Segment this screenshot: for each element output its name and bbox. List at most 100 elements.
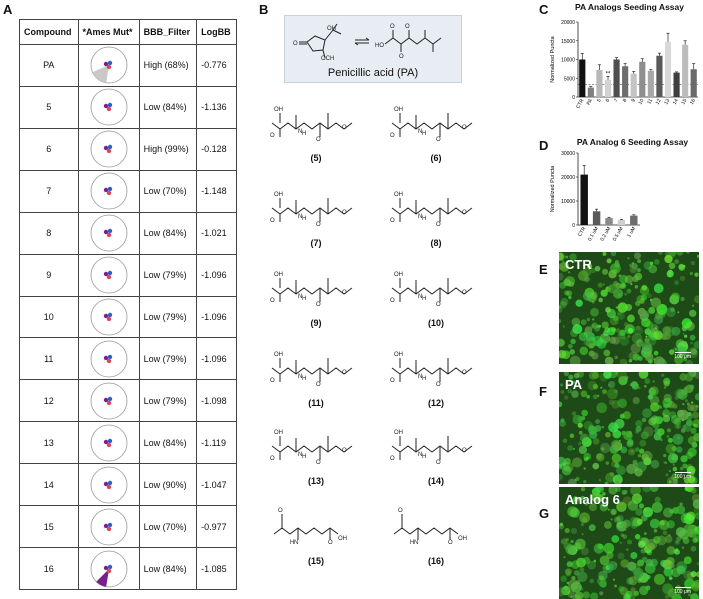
speckle (670, 292, 680, 302)
bar (622, 66, 629, 97)
atom-label: O (462, 210, 467, 216)
speckle (619, 329, 626, 337)
speckle (571, 390, 579, 398)
speckle (598, 478, 602, 482)
bar (664, 41, 672, 97)
speckle (559, 522, 564, 527)
y-tick-label: 20000 (561, 175, 575, 181)
pie-center-marker (107, 228, 112, 234)
speckle (688, 593, 691, 597)
speckle (656, 535, 667, 546)
speckle (682, 477, 686, 480)
speckle (587, 263, 593, 269)
speckle (627, 257, 630, 260)
speckle (616, 501, 627, 513)
speckle (667, 452, 679, 464)
speckle (685, 464, 693, 471)
speckle (619, 413, 625, 419)
micrograph-ctr: CTR 100 μm (559, 252, 699, 364)
speckle (644, 378, 651, 384)
speckle (569, 349, 575, 355)
speckle (573, 499, 577, 502)
speckle (580, 319, 587, 326)
speckle (653, 529, 658, 533)
speckle (567, 271, 571, 274)
error-bar (675, 71, 679, 73)
scale-bar-ctr: 100 μm (674, 351, 691, 360)
speckle (643, 532, 647, 536)
atom-label: O (462, 448, 467, 454)
table-row: 16 Low (84%) -1.085 (19, 547, 237, 590)
speckle (610, 263, 621, 274)
atom-label: OH (338, 536, 347, 542)
chart-c: Normalized Puncta 0 5000 10000 15000 20000 CTR… (550, 20, 698, 110)
speckle (669, 411, 677, 419)
compound-label: (9) (310, 318, 322, 328)
speckle (583, 276, 590, 283)
x-tick-label: 8 (622, 98, 629, 104)
x-tick-label: 9 (630, 98, 637, 104)
speckle (694, 272, 699, 277)
x-tick-label: 12 (655, 98, 663, 106)
speckle (590, 267, 596, 274)
speckle (676, 446, 683, 453)
speckle (573, 372, 580, 379)
speckle (683, 357, 688, 362)
speckle (576, 557, 586, 568)
speckle (680, 296, 685, 302)
logbb-cell: -1.098 (196, 379, 237, 423)
speckle (644, 563, 656, 574)
pie-center-marker (107, 396, 112, 402)
speckle (629, 265, 638, 274)
atom-label: O (278, 508, 283, 514)
svg-text:OH: OH (327, 26, 336, 32)
pie-center-marker (106, 526, 111, 531)
atom-label: OH (394, 192, 403, 198)
speckle (694, 512, 699, 520)
speckle (667, 269, 673, 275)
atom-label: N (298, 294, 302, 300)
error-bar (632, 71, 636, 74)
pie-center-marker (107, 61, 112, 66)
compound-label: (8) (430, 238, 442, 248)
bbb-filter-cell: Low (84%) (138, 85, 198, 129)
ames-pie-chart (90, 214, 127, 252)
fluorescence-texture (559, 487, 699, 599)
atom-label: H (302, 376, 306, 382)
atom-label: O (316, 137, 321, 143)
error-bar (632, 214, 636, 216)
speckle (634, 272, 643, 281)
speckle (571, 575, 576, 581)
atom-label: O (448, 540, 453, 546)
speckle (630, 487, 641, 496)
speckle (626, 463, 637, 475)
atom-label: H (422, 376, 426, 382)
speckle (661, 373, 665, 377)
speckle (601, 268, 609, 275)
speckle (634, 252, 641, 260)
speckle (638, 503, 645, 509)
speckle (682, 463, 688, 469)
atom-label: H (302, 216, 306, 222)
y-axis-label: Normalized Puncta (550, 35, 556, 82)
speckle (628, 359, 633, 363)
speckle (653, 283, 664, 294)
speckle (644, 337, 650, 343)
bbb-filter-cell: Low (84%) (138, 421, 198, 465)
compound-label: (13) (307, 476, 324, 486)
micrograph-analog6-label: Analog 6 (565, 492, 620, 507)
speckle (691, 304, 695, 307)
pie-center-marker (106, 65, 111, 70)
atom-label: OH (274, 430, 283, 436)
speckle (669, 563, 675, 569)
speckle (679, 502, 683, 506)
atom-label: H (410, 540, 414, 546)
speckle (630, 587, 636, 593)
bbb-filter-cell: Low (70%) (138, 505, 198, 549)
speckle (597, 394, 600, 397)
speckle (677, 389, 688, 400)
speckle (640, 431, 649, 440)
speckle (651, 388, 656, 393)
atom-label: O (398, 508, 403, 514)
speckle (579, 512, 591, 524)
